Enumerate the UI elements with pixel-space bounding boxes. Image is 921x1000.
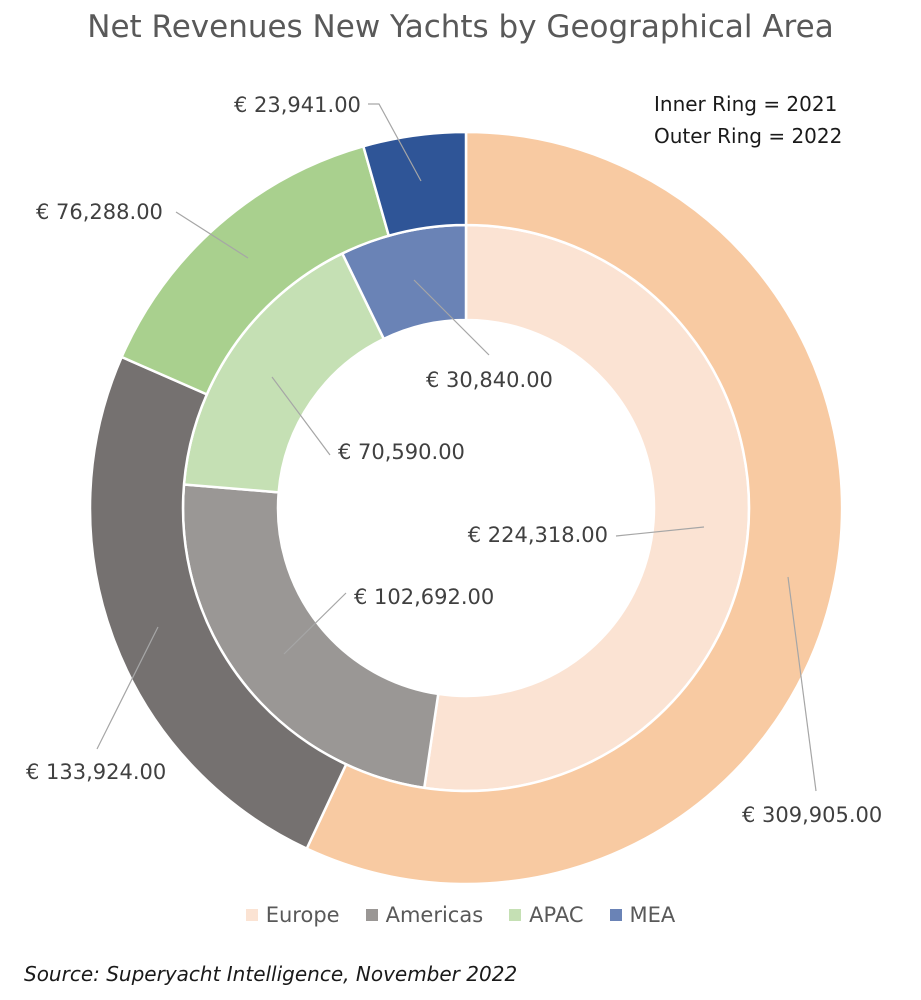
ring-note: Inner Ring = 2021 Outer Ring = 2022 [654, 88, 842, 152]
leader-line-outer-mea [368, 103, 422, 182]
legend-label-mea: MEA [629, 903, 676, 927]
slice-outer-mea [361, 130, 468, 238]
leader-line-inner-americas [283, 592, 347, 655]
legend-label-americas: Americas [385, 903, 484, 927]
legend-swatch-europe [245, 909, 258, 921]
legend-item-mea: MEA [609, 903, 676, 927]
data-label-outer-europe: € 309,905.00 [742, 803, 882, 827]
data-label-inner-mea: € 30,840.00 [426, 368, 553, 392]
legend-item-europe: Europe [245, 903, 340, 927]
legend-item-americas: Americas [365, 903, 484, 927]
source-note: Source: Superyacht Intelligence, Novembe… [24, 962, 518, 986]
data-label-inner-europe: € 224,318.00 [468, 523, 608, 547]
leader-line-outer-americas [96, 626, 159, 750]
data-label-outer-mea: € 23,941.00 [234, 93, 361, 117]
leader-line-outer-apac [175, 211, 249, 259]
legend-swatch-americas [365, 909, 378, 921]
ring-note-inner: Inner Ring = 2021 [654, 92, 838, 116]
leader-line-inner-apac [271, 376, 331, 456]
legend: Europe Americas APAC MEA [0, 903, 921, 927]
leader-line-outer-europe [787, 576, 817, 792]
legend-label-europe: Europe [265, 903, 340, 927]
slice-outer-europe [305, 130, 844, 886]
donut-chart: € 224,318.00 € 102,692.00 € 70,590.00 € 30,… [26, 93, 882, 886]
data-label-outer-americas: € 133,924.00 [26, 760, 166, 784]
ring-note-outer: Outer Ring = 2022 [654, 124, 843, 148]
data-label-inner-americas: € 102,692.00 [354, 585, 494, 609]
data-label-inner-apac: € 70,590.00 [338, 440, 465, 464]
leader-line-inner-mea [413, 279, 490, 356]
legend-label-apac: APAC [529, 903, 584, 927]
legend-item-apac: APAC [509, 903, 584, 927]
chart-title: Net Revenues New Yachts by Geographical … [87, 9, 834, 45]
leader-line-inner-europe [615, 526, 705, 537]
legend-swatch-mea [609, 909, 622, 921]
legend-swatch-apac [509, 909, 522, 921]
data-label-outer-apac: € 76,288.00 [36, 200, 163, 224]
